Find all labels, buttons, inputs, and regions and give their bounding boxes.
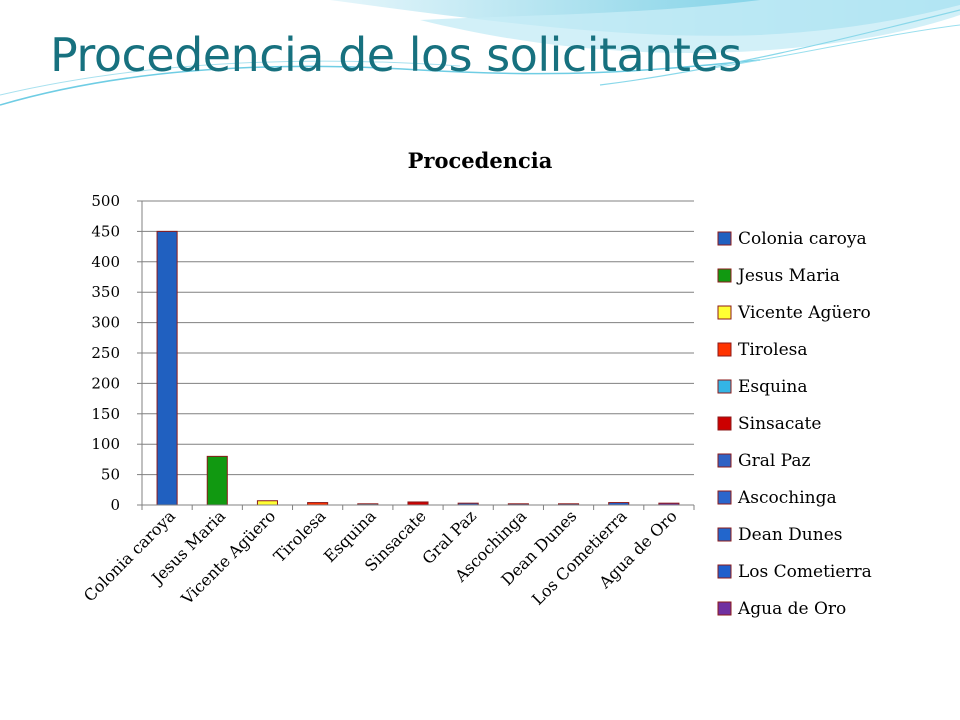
legend-swatch bbox=[717, 305, 732, 320]
legend-swatch bbox=[717, 453, 732, 468]
legend-swatch bbox=[717, 231, 732, 246]
legend: Colonia caroya Jesus Maria Vicente Agüero T… bbox=[717, 229, 872, 619]
legend-swatch bbox=[717, 342, 732, 357]
legend-swatch bbox=[717, 564, 732, 579]
legend-entry: Dean Dunes bbox=[717, 525, 843, 545]
y-tick-label: 200 bbox=[91, 374, 120, 392]
bar-vicente-ag-ero bbox=[256, 500, 278, 506]
legend-entry: Agua de Oro bbox=[717, 599, 846, 619]
legend-label: Agua de Oro bbox=[737, 599, 846, 619]
y-tick-label: 450 bbox=[91, 222, 120, 240]
legend-label: Tirolesa bbox=[738, 340, 808, 360]
wave-band-lower bbox=[420, 0, 960, 53]
legend-entry: Gral Paz bbox=[717, 451, 810, 471]
legend-swatch bbox=[717, 601, 732, 616]
legend-entry: Esquina bbox=[717, 377, 808, 397]
y-tick-label: 100 bbox=[91, 435, 120, 453]
legend-entry: Jesus Maria bbox=[717, 266, 840, 286]
legend-label: Vicente Agüero bbox=[737, 303, 871, 323]
legend-swatch bbox=[717, 268, 732, 283]
y-tick-label: 0 bbox=[110, 496, 120, 514]
wave-line-left-2 bbox=[0, 60, 461, 96]
legend-swatch bbox=[717, 416, 732, 431]
y-tick-label: 300 bbox=[91, 314, 120, 332]
legend-swatch bbox=[717, 527, 732, 542]
y-tick-label: 400 bbox=[91, 253, 120, 271]
legend-label: Esquina bbox=[738, 377, 808, 397]
axes bbox=[141, 201, 695, 510]
x-tick-label: Colonia caroya bbox=[80, 506, 179, 605]
bar-colonia-caroya bbox=[156, 230, 178, 506]
legend-label: Jesus Maria bbox=[736, 266, 840, 286]
legend-label: Los Cometierra bbox=[738, 562, 872, 582]
legend-entry: Tirolesa bbox=[717, 340, 808, 360]
chart-title: Procedencia bbox=[408, 148, 553, 173]
gridlines bbox=[142, 200, 694, 476]
bar-jesus-maria bbox=[206, 455, 228, 506]
wave-line-right bbox=[599, 9, 960, 86]
x-tick-label: Vicente Agüero bbox=[177, 506, 280, 609]
legend-label: Gral Paz bbox=[738, 451, 810, 471]
y-tick-label: 50 bbox=[101, 466, 120, 484]
y-tick-label: 350 bbox=[91, 283, 120, 301]
wave-line-right-2 bbox=[699, 24, 960, 71]
y-axis-ticks: 0 50 100 150 200 250 300 350 400 450 500 bbox=[91, 192, 142, 514]
legend-swatch bbox=[717, 490, 732, 505]
legend-entry: Los Cometierra bbox=[717, 562, 872, 582]
legend-entry: Ascochinga bbox=[717, 488, 837, 508]
y-tick-label: 150 bbox=[91, 405, 120, 423]
x-tick-label: Tirolesa bbox=[270, 506, 330, 566]
legend-label: Sinsacate bbox=[738, 414, 821, 434]
slide-title: Procedencia de los solicitantes bbox=[50, 28, 742, 82]
wave-line-left bbox=[0, 59, 761, 106]
legend-label: Colonia caroya bbox=[738, 229, 867, 249]
y-tick-label: 250 bbox=[91, 344, 120, 362]
legend-entry: Colonia caroya bbox=[717, 229, 867, 249]
legend-entry: Vicente Agüero bbox=[717, 303, 871, 323]
legend-label: Ascochinga bbox=[737, 488, 837, 508]
legend-entry: Sinsacate bbox=[717, 414, 821, 434]
y-tick-label: 500 bbox=[91, 192, 120, 210]
bars bbox=[156, 230, 680, 506]
legend-swatch bbox=[717, 379, 732, 394]
legend-label: Dean Dunes bbox=[738, 525, 843, 545]
